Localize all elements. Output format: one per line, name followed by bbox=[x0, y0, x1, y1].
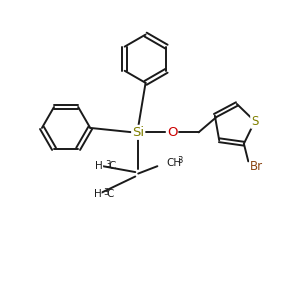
Text: 3: 3 bbox=[103, 188, 109, 197]
Text: 3: 3 bbox=[177, 156, 182, 165]
Text: C: C bbox=[107, 189, 114, 199]
Text: C: C bbox=[108, 161, 116, 171]
Text: H: H bbox=[94, 189, 101, 199]
Text: Br: Br bbox=[250, 160, 263, 173]
Text: H: H bbox=[95, 161, 103, 171]
Text: 3: 3 bbox=[105, 160, 110, 169]
Text: O: O bbox=[167, 126, 177, 139]
Text: Si: Si bbox=[132, 126, 144, 139]
Text: CH: CH bbox=[166, 158, 181, 168]
Text: S: S bbox=[251, 115, 259, 128]
